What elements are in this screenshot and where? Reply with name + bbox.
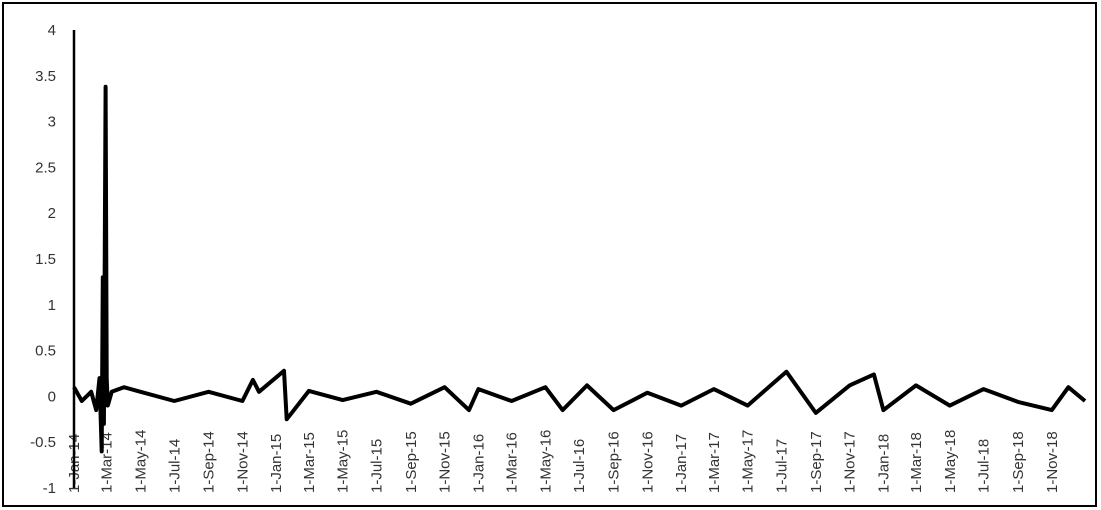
y-tick-label: 0	[48, 388, 56, 405]
y-tick-label: 2.5	[35, 159, 56, 176]
y-tick-label: -1	[43, 480, 56, 497]
x-tick-label: 1-Sep-17	[808, 431, 825, 493]
x-tick-label: 1-Nov-17	[842, 431, 859, 493]
y-axis-labels: -1 -0.5 0 0.5 1 1.5 2 2.5 3 3.5 4	[30, 22, 56, 497]
x-tick-label: 1-Nov-14	[234, 431, 251, 493]
x-tick-label: 1-Jul-18	[976, 439, 993, 493]
y-tick-label: 1	[48, 297, 56, 314]
x-tick-label: 1-Jan-16	[470, 434, 487, 493]
x-tick-label: 1-Jan-18	[875, 434, 892, 493]
x-tick-label: 1-Jul-16	[571, 439, 588, 493]
y-tick-label: 4	[48, 22, 56, 39]
y-tick-label: 0.5	[35, 343, 56, 360]
y-tick-label: 2	[48, 205, 56, 222]
x-tick-label: 1-Jul-17	[773, 439, 790, 493]
x-tick-label: 1-May-14	[132, 430, 149, 493]
x-tick-label: 1-May-15	[335, 430, 352, 493]
x-tick-label: 1-May-18	[942, 430, 959, 493]
series-line	[72, 84, 1087, 454]
x-tick-label: 1-Sep-16	[606, 431, 623, 493]
x-tick-label: 1-Mar-18	[908, 432, 925, 493]
x-tick-label: 1-Jan-17	[673, 434, 690, 493]
x-tick-label: 1-Nov-15	[437, 431, 454, 493]
x-tick-label: 1-Jan-15	[268, 434, 285, 493]
x-tick-label: 1-Jul-14	[166, 439, 183, 493]
x-tick-label: 1-May-17	[740, 430, 757, 493]
x-tick-label: 1-Sep-15	[403, 431, 420, 493]
y-tick-label: -0.5	[30, 434, 56, 451]
x-tick-label: 1-May-16	[537, 430, 554, 493]
x-tick-label: 1-Nov-16	[639, 431, 656, 493]
x-tick-label: 1-Jul-15	[368, 439, 385, 493]
y-tick-label: 1.5	[35, 251, 56, 268]
x-tick-label: 1-Mar-15	[301, 432, 318, 493]
x-tick-label: 1-Sep-14	[201, 431, 218, 493]
y-tick-label: 3	[48, 114, 56, 131]
x-tick-label: 1-Nov-18	[1044, 431, 1061, 493]
x-axis-labels: 1-Jan-141-Mar-141-May-141-Jul-141-Sep-14…	[66, 430, 1061, 493]
y-tick-label: 3.5	[35, 68, 56, 85]
x-tick-label: 1-Sep-18	[1010, 431, 1027, 493]
x-tick-label: 1-Mar-16	[504, 432, 521, 493]
x-tick-label: 1-Mar-17	[706, 432, 723, 493]
